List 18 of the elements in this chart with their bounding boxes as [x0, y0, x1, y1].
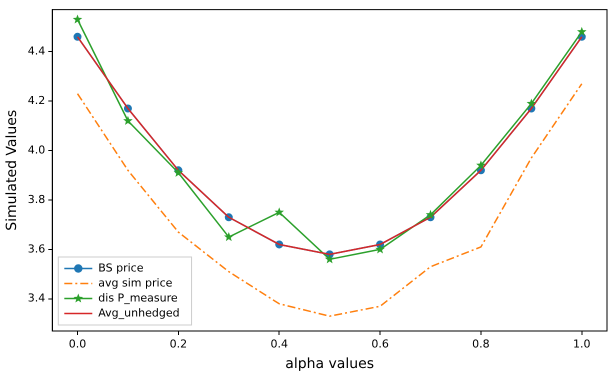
x-axis-title: alpha values [285, 356, 374, 372]
legend-label: avg sim price [98, 276, 173, 290]
y-tick-label: 3.6 [28, 242, 46, 256]
legend-label: dis P_measure [98, 291, 178, 304]
legend-label: Avg_unhedged [98, 306, 180, 320]
legend-label: BS price [98, 261, 144, 274]
y-tick-label: 3.4 [28, 292, 46, 305]
y-tick-label: 4.2 [28, 94, 46, 107]
y-tick-label: 4.0 [28, 143, 46, 156]
x-tick-label: 1.0 [573, 337, 591, 350]
x-tick-label: 0.8 [472, 337, 490, 350]
y-axis-title: Simulated Values [4, 110, 20, 231]
x-tick-label: 0.2 [170, 337, 188, 350]
y-tick-label: 3.8 [28, 192, 46, 206]
y-tick-label: 4.4 [28, 44, 46, 58]
x-tick-label: 0.6 [371, 337, 389, 350]
x-tick-label: 0.0 [68, 337, 86, 350]
x-tick-label: 0.4 [270, 337, 288, 350]
